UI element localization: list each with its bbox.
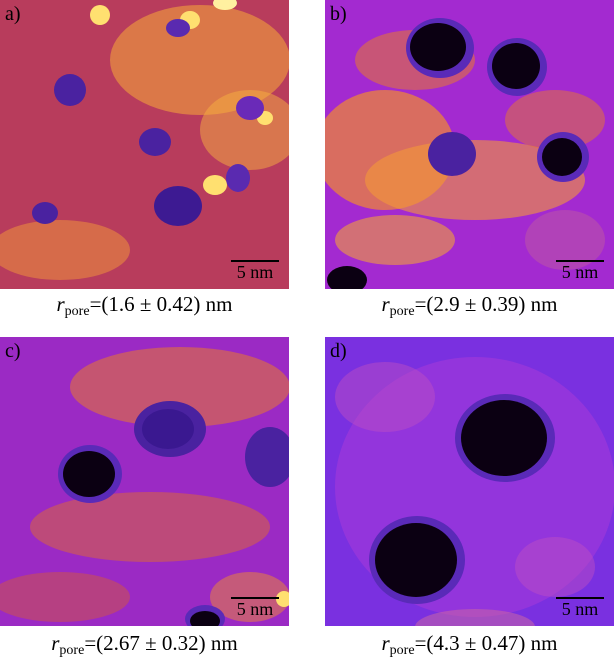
scale-bar: 5 nm: [556, 597, 604, 618]
caption-symbol: r: [381, 292, 390, 316]
image-panel-a: a) 5 nm: [0, 0, 289, 289]
caption-b: rpore=(2.9 ± 0.39) nm: [325, 292, 614, 320]
caption-value: =(1.6 ± 0.42) nm: [89, 292, 233, 316]
scale-bar-line: [556, 260, 604, 262]
image-panel-b: b) 5 nm: [325, 0, 614, 289]
scale-bar-label: 5 nm: [236, 599, 274, 619]
scale-bar-label: 5 nm: [561, 599, 599, 619]
caption-subscript: pore: [389, 304, 415, 319]
scale-bar-label: 5 nm: [236, 262, 274, 282]
caption-symbol: r: [51, 631, 60, 655]
caption-value: =(2.9 ± 0.39) nm: [414, 292, 558, 316]
panel-letter: a): [5, 3, 21, 25]
panel-letter: d): [330, 340, 347, 362]
caption-subscript: pore: [64, 304, 90, 319]
scale-bar: 5 nm: [231, 597, 279, 618]
scale-bar: 5 nm: [556, 260, 604, 281]
caption-c: rpore=(2.67 ± 0.32) nm: [0, 631, 289, 659]
image-panel-c: c) 5 nm: [0, 337, 289, 626]
panel-letter: b): [330, 3, 347, 25]
scale-bar: 5 nm: [231, 260, 279, 281]
caption-subscript: pore: [389, 643, 415, 658]
scale-bar-label: 5 nm: [561, 262, 599, 282]
panel-letter: c): [5, 340, 21, 362]
scale-bar-line: [231, 260, 279, 262]
stm-image-b: [325, 0, 614, 289]
caption-value: =(2.67 ± 0.32) nm: [84, 631, 238, 655]
scale-bar-line: [556, 597, 604, 599]
caption-a: rpore=(1.6 ± 0.42) nm: [0, 292, 289, 320]
image-panel-d: d) 5 nm: [325, 337, 614, 626]
caption-d: rpore=(4.3 ± 0.47) nm: [325, 631, 614, 659]
caption-subscript: pore: [59, 643, 85, 658]
scale-bar-line: [231, 597, 279, 599]
stm-image-c: [0, 337, 289, 626]
caption-symbol: r: [381, 631, 390, 655]
stm-image-a: [0, 0, 289, 289]
stm-image-d: [325, 337, 614, 626]
caption-value: =(4.3 ± 0.47) nm: [414, 631, 558, 655]
caption-symbol: r: [56, 292, 65, 316]
